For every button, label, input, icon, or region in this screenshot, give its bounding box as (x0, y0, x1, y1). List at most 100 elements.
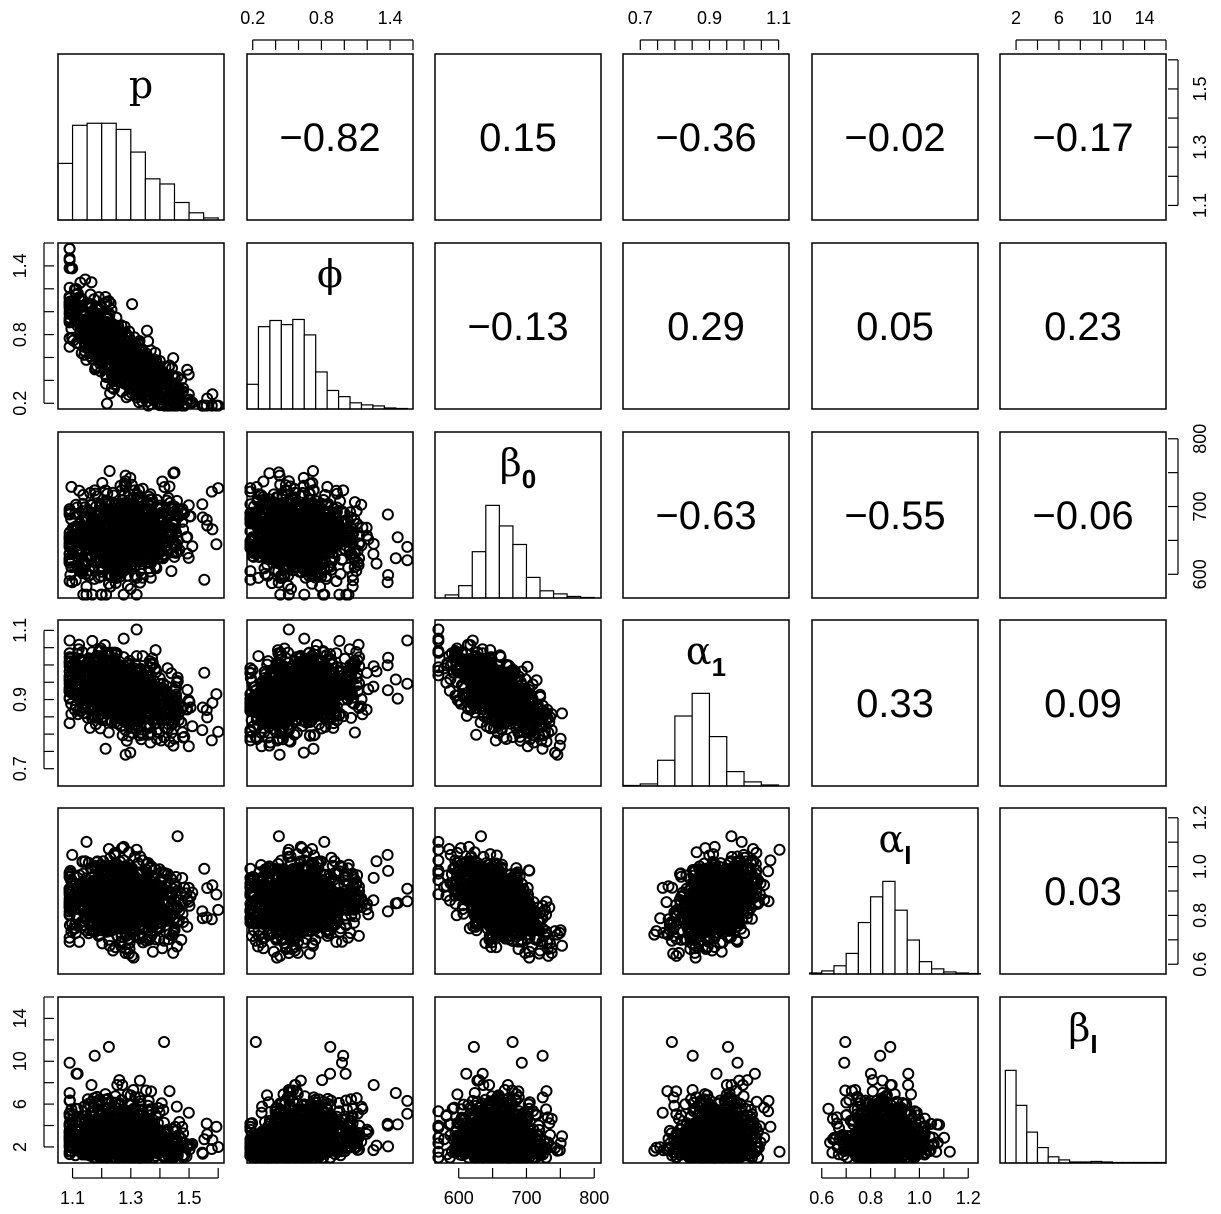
scatter-point (393, 694, 403, 704)
scatter-point (350, 728, 360, 738)
scatter-point (393, 532, 403, 542)
panel-r0-c1: −0.82 (247, 54, 413, 220)
scatter-point (284, 625, 294, 635)
scatter-point (199, 668, 209, 678)
variable-label: ϕ (317, 252, 343, 296)
correlation-value: 0.23 (1044, 305, 1122, 349)
hist-bar (339, 397, 350, 409)
hist-bar (486, 505, 500, 598)
hist-bar (102, 123, 117, 220)
scatter-point (391, 553, 401, 563)
scatter-point (211, 539, 221, 549)
scatter-point (253, 651, 263, 661)
panel-r0-c0: p (58, 54, 224, 220)
hist-bar (160, 184, 175, 220)
hist-bar (281, 325, 292, 409)
scatter-point (119, 634, 129, 644)
scatter-point (211, 689, 221, 699)
scatter-point (87, 636, 97, 646)
scatter-point (383, 570, 393, 580)
hist-bar (304, 335, 315, 409)
scatter-point (101, 744, 111, 754)
hist-bar (247, 384, 258, 409)
scatter-point (368, 549, 378, 559)
hist-bar (145, 179, 160, 220)
hist-bar (293, 319, 304, 409)
correlation-value: −0.13 (467, 305, 568, 349)
panel-r1-c0 (58, 243, 224, 411)
hist-bar (316, 372, 327, 409)
scatter-point (197, 499, 207, 509)
scatter-point (182, 685, 192, 695)
scatter-point (402, 542, 412, 552)
scatter-point (258, 477, 268, 487)
correlation-value: −0.17 (1032, 116, 1133, 160)
scatter-point (402, 555, 412, 565)
hist-bar (350, 403, 361, 409)
scatter-point (383, 510, 393, 520)
scatter-point (391, 675, 401, 685)
scatter-point (127, 299, 137, 309)
scatter-point (65, 636, 75, 646)
hist-bar (540, 591, 554, 598)
scatter-point (105, 466, 115, 476)
scatter-point (87, 277, 97, 287)
correlation-value: 0.29 (667, 305, 745, 349)
panel-r0-c4: −0.02 (812, 54, 978, 220)
variable-label: p (129, 63, 153, 107)
hist-bar (472, 552, 486, 598)
scatter-point (166, 566, 176, 576)
panel-r2-c1 (245, 432, 413, 600)
scatter-point (402, 679, 412, 689)
panel-r1-c2: −0.13 (435, 243, 601, 409)
hist-bar (459, 586, 473, 598)
scatter-point (199, 575, 209, 585)
hist-bar (131, 152, 146, 220)
correlation-value: −0.82 (279, 116, 380, 160)
scatter-point (202, 712, 212, 722)
scatter-point (197, 725, 207, 735)
panel-r1-c4: 0.05 (812, 243, 978, 409)
scatter-point (213, 727, 223, 737)
correlation-value: −0.02 (844, 116, 945, 160)
panel-r0-c2: 0.15 (435, 54, 601, 220)
panel-r2-c5: −0.06 (1000, 432, 1166, 598)
hist-bar (189, 213, 204, 220)
scatter-point (299, 634, 309, 644)
hist-bar (116, 129, 131, 220)
hist-bar (73, 125, 88, 220)
correlation-value: −0.36 (655, 116, 756, 160)
correlation-value: −0.06 (1032, 494, 1133, 538)
hist-bar (499, 526, 513, 598)
scatter-point (275, 750, 285, 760)
correlation-value: 0.05 (856, 305, 934, 349)
panel-r3-c2 (433, 620, 601, 786)
hist-bar (87, 123, 102, 220)
scatter-point (340, 654, 350, 664)
hist-bar (513, 544, 527, 598)
panel-r1-c5: 0.23 (1000, 243, 1166, 409)
scatter-point (142, 326, 152, 336)
panel-r2-c4: −0.55 (812, 432, 978, 598)
scatter-point (132, 625, 142, 635)
scatter-point (187, 541, 197, 551)
panel-r3-c1 (245, 620, 413, 786)
scatter-point (187, 721, 197, 731)
hist-bar (327, 390, 338, 409)
variable-subscript: 0 (522, 464, 536, 494)
scatter-point (102, 399, 112, 409)
correlation-value: −0.55 (844, 494, 945, 538)
scatter-point (383, 685, 393, 695)
hist-bar (270, 320, 281, 409)
scatter-point (372, 559, 382, 569)
panel-r2-c0 (58, 432, 224, 600)
hist-bar (174, 203, 189, 220)
panel-r2-c2: β0 (435, 432, 601, 598)
scatter-point (65, 244, 75, 254)
scatter-point (402, 636, 412, 646)
panel-r3-c0 (58, 620, 224, 786)
panel-r1-c3: 0.29 (623, 243, 789, 409)
scatter-point (557, 708, 567, 718)
panel-r0-c3: −0.36 (623, 54, 789, 220)
